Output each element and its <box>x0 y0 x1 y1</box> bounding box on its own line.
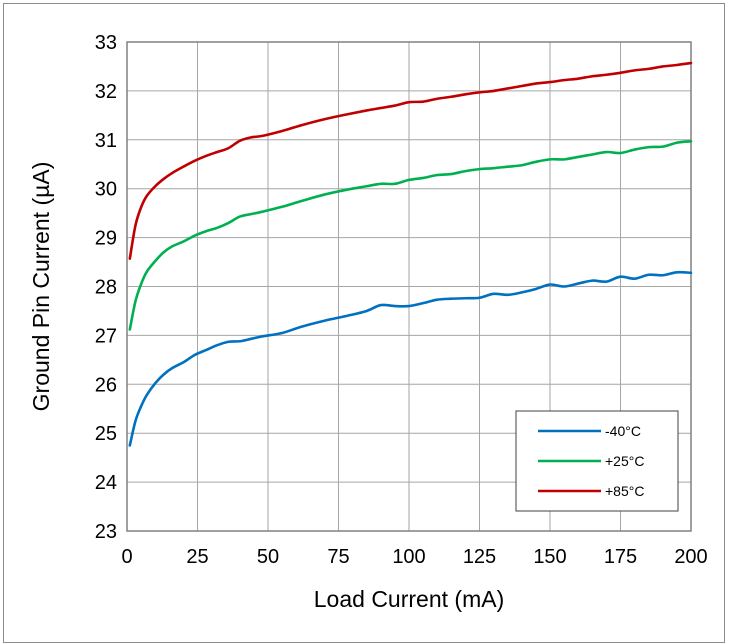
y-tick-label: 29 <box>95 228 117 250</box>
legend-items: -40°C +25°C +85°C <box>538 423 644 499</box>
series-line-3 <box>128 61 693 260</box>
legend-label: +25°C <box>605 453 644 469</box>
x-tick-label: 25 <box>186 546 208 568</box>
y-tick-label: 26 <box>95 374 117 396</box>
legend-label: +85°C <box>605 483 644 499</box>
series-lines <box>128 61 693 447</box>
x-tick-label: 125 <box>463 546 496 568</box>
y-tick-labels: 23 24 25 26 27 28 29 30 31 32 33 <box>95 32 117 543</box>
y-tick-label: 25 <box>95 423 117 445</box>
x-tick-label: 100 <box>392 546 425 568</box>
series-line-1 <box>128 270 693 447</box>
y-axis-title: Ground Pin Current (µA) <box>28 162 54 412</box>
x-tick-label: 0 <box>121 546 132 568</box>
grid <box>126 41 692 532</box>
x-tick-label: 200 <box>674 546 707 568</box>
chart-frame: 0 25 50 75 100 125 150 175 200 23 24 25 26 27 28 29 30 3… <box>3 3 725 643</box>
y-tick-label: 23 <box>95 521 117 543</box>
y-tick-label: 28 <box>95 277 117 299</box>
y-tick-label: 31 <box>95 130 117 152</box>
x-axis-title: Load Current (mA) <box>314 586 504 612</box>
y-tick-label: 27 <box>95 325 117 347</box>
legend: -40°C +25°C +85°C <box>515 410 679 512</box>
plot-area-border <box>126 41 692 532</box>
x-tick-label: 175 <box>604 546 637 568</box>
legend-label: -40°C <box>605 423 641 439</box>
y-tick-label: 30 <box>95 179 117 201</box>
series-line-2 <box>128 139 693 331</box>
x-tick-label: 75 <box>327 546 349 568</box>
y-tick-label: 32 <box>95 81 117 103</box>
x-tick-label: 50 <box>257 546 279 568</box>
y-tick-label: 33 <box>95 32 117 54</box>
y-tick-label: 24 <box>95 472 117 494</box>
x-tick-labels: 0 25 50 75 100 125 150 175 200 <box>121 546 707 568</box>
x-tick-label: 150 <box>533 546 566 568</box>
